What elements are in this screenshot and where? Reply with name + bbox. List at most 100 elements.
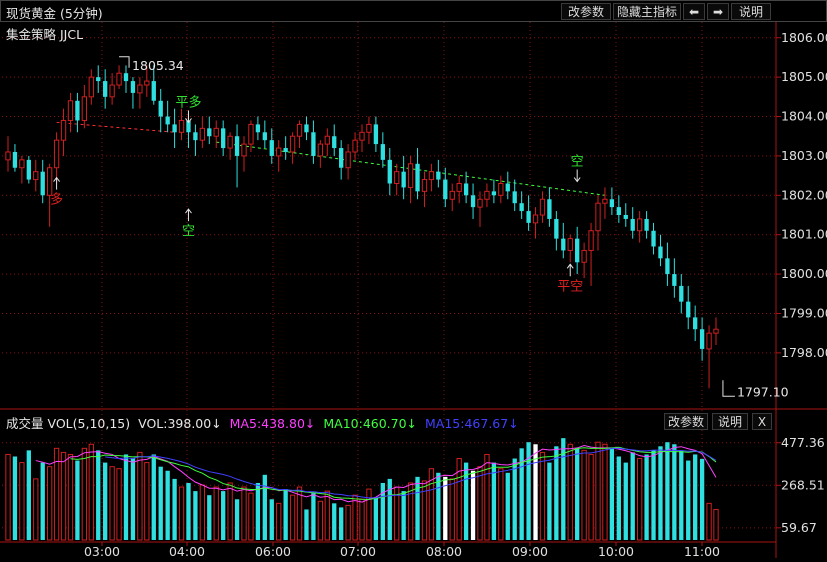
- price-tick-label: 1806.00: [781, 30, 827, 45]
- candle-body-up: [46, 167, 53, 196]
- candle-body-down: [693, 317, 698, 330]
- time-tick-label: 06:00: [255, 544, 291, 558]
- volume-help-button[interactable]: 说明: [712, 413, 748, 430]
- candle-body-down: [561, 238, 566, 251]
- ma5-value: MA5:438.80↓: [229, 416, 316, 431]
- candle-body-up: [345, 151, 351, 169]
- candle-body-up: [539, 198, 546, 216]
- volume-bar-down: [283, 489, 288, 540]
- candle-body-up: [456, 182, 462, 192]
- volume-bar-down: [651, 450, 656, 540]
- volume-bar-up: [296, 486, 303, 541]
- time-tick-label: 08:00: [426, 544, 462, 558]
- volume-bar-down: [304, 509, 309, 540]
- price-tick-label: 1798.00: [781, 345, 827, 360]
- volume-bar-down: [373, 497, 379, 540]
- candle-body-down: [234, 136, 240, 156]
- candle-body-down: [665, 258, 670, 275]
- candle-body-down: [443, 179, 448, 200]
- volume-bar-down: [644, 454, 649, 540]
- volume-bar-up: [588, 453, 594, 541]
- candle-body-down: [387, 159, 392, 184]
- volume-close-button[interactable]: X: [752, 413, 772, 430]
- candle-body-down: [512, 191, 517, 204]
- candle-body-up: [53, 139, 60, 169]
- volume-change-params-button[interactable]: 改参数: [664, 413, 708, 430]
- volume-bar-down: [387, 478, 392, 540]
- candle-body-down: [151, 81, 156, 101]
- ma15-line: [105, 447, 717, 499]
- signal-label: 空: [571, 154, 584, 169]
- candle-body-up: [5, 151, 11, 161]
- candle-body-down: [463, 183, 469, 196]
- scroll-right-button[interactable]: ➡: [707, 3, 729, 20]
- candle-body-down: [380, 144, 385, 160]
- candle-body-down: [547, 199, 552, 219]
- candle-body-up: [241, 143, 247, 157]
- price-tick-label: 1803.00: [781, 148, 827, 163]
- volume-bar-up: [352, 494, 358, 541]
- change-params-button[interactable]: 改参数: [561, 3, 611, 20]
- volume-bar-down: [526, 442, 531, 540]
- help-button[interactable]: 说明: [731, 3, 771, 20]
- time-tick-label: 07:00: [340, 544, 376, 558]
- candle-body-up: [421, 179, 428, 192]
- volume-tick-label: 59.67: [781, 520, 817, 535]
- volume-bar-up: [567, 443, 573, 541]
- candle-body-up: [289, 135, 296, 153]
- volume-bar-up: [456, 458, 462, 541]
- volume-bar-up: [81, 447, 88, 541]
- low-marker: [722, 380, 735, 397]
- candle-body-up: [428, 171, 435, 181]
- volume-bar-up: [498, 468, 504, 541]
- volume-bar-down: [158, 466, 163, 540]
- trend-line-red: [56, 121, 175, 133]
- volume-bar-down: [380, 482, 385, 540]
- candle-body-up: [602, 198, 608, 204]
- candle-body-up: [359, 131, 365, 141]
- price-tick-label: 1801.00: [781, 227, 827, 242]
- volume-bar-down: [234, 499, 240, 540]
- volume-bar-down: [686, 460, 691, 540]
- volume-bar-up: [137, 451, 143, 541]
- volume-bar-down: [616, 456, 621, 540]
- candle-body-down: [172, 124, 177, 133]
- candle-body-down: [373, 124, 379, 145]
- time-tick-label: 10:00: [598, 544, 634, 558]
- candle-body-down: [262, 132, 267, 141]
- volume-bar-up: [5, 453, 11, 541]
- candle-body-up: [713, 328, 719, 334]
- signal-label: 空: [182, 224, 195, 239]
- hide-indicator-button[interactable]: 隐藏主指标: [613, 3, 681, 20]
- volume-bar-up: [46, 466, 53, 541]
- signal-arrowhead: [53, 176, 60, 182]
- candle-body-up: [199, 127, 206, 141]
- time-tick-label: 09:00: [512, 544, 548, 558]
- chart-title: 现货黄金 (5分钟): [6, 6, 103, 21]
- volume-tick-label: 477.36: [781, 435, 825, 450]
- price-tick-label: 1800.00: [781, 266, 827, 281]
- candle-body-down: [130, 81, 136, 93]
- candle-body-up: [276, 147, 282, 157]
- scroll-left-button[interactable]: ⬅: [683, 3, 705, 20]
- candle-body-up: [116, 72, 122, 86]
- candle-body-down: [644, 218, 649, 231]
- volume-bar-down: [623, 462, 628, 540]
- price-tick-label: 1802.00: [781, 187, 827, 202]
- price-tick-label: 1799.00: [781, 305, 827, 320]
- signal-label: 平空: [557, 279, 583, 294]
- arrow-right-icon: ➡: [712, 5, 724, 19]
- candle-body-up: [352, 139, 358, 153]
- volume-bar-up: [636, 458, 643, 541]
- strategy-label: 集金策略 JJCL: [6, 27, 84, 42]
- volume-bar-down: [415, 476, 420, 540]
- vol-name: VOL(5,10,15): [47, 416, 131, 431]
- candle-body-up: [67, 100, 74, 121]
- candle-body-up: [324, 135, 330, 145]
- ma10-value: MA10:460.70↓: [323, 416, 418, 431]
- volume-bar-down: [255, 482, 261, 540]
- volume-bar-down: [554, 446, 559, 540]
- volume-bar-up: [53, 447, 60, 541]
- volume-bar-down: [436, 472, 441, 540]
- volume-bar-down: [443, 476, 448, 540]
